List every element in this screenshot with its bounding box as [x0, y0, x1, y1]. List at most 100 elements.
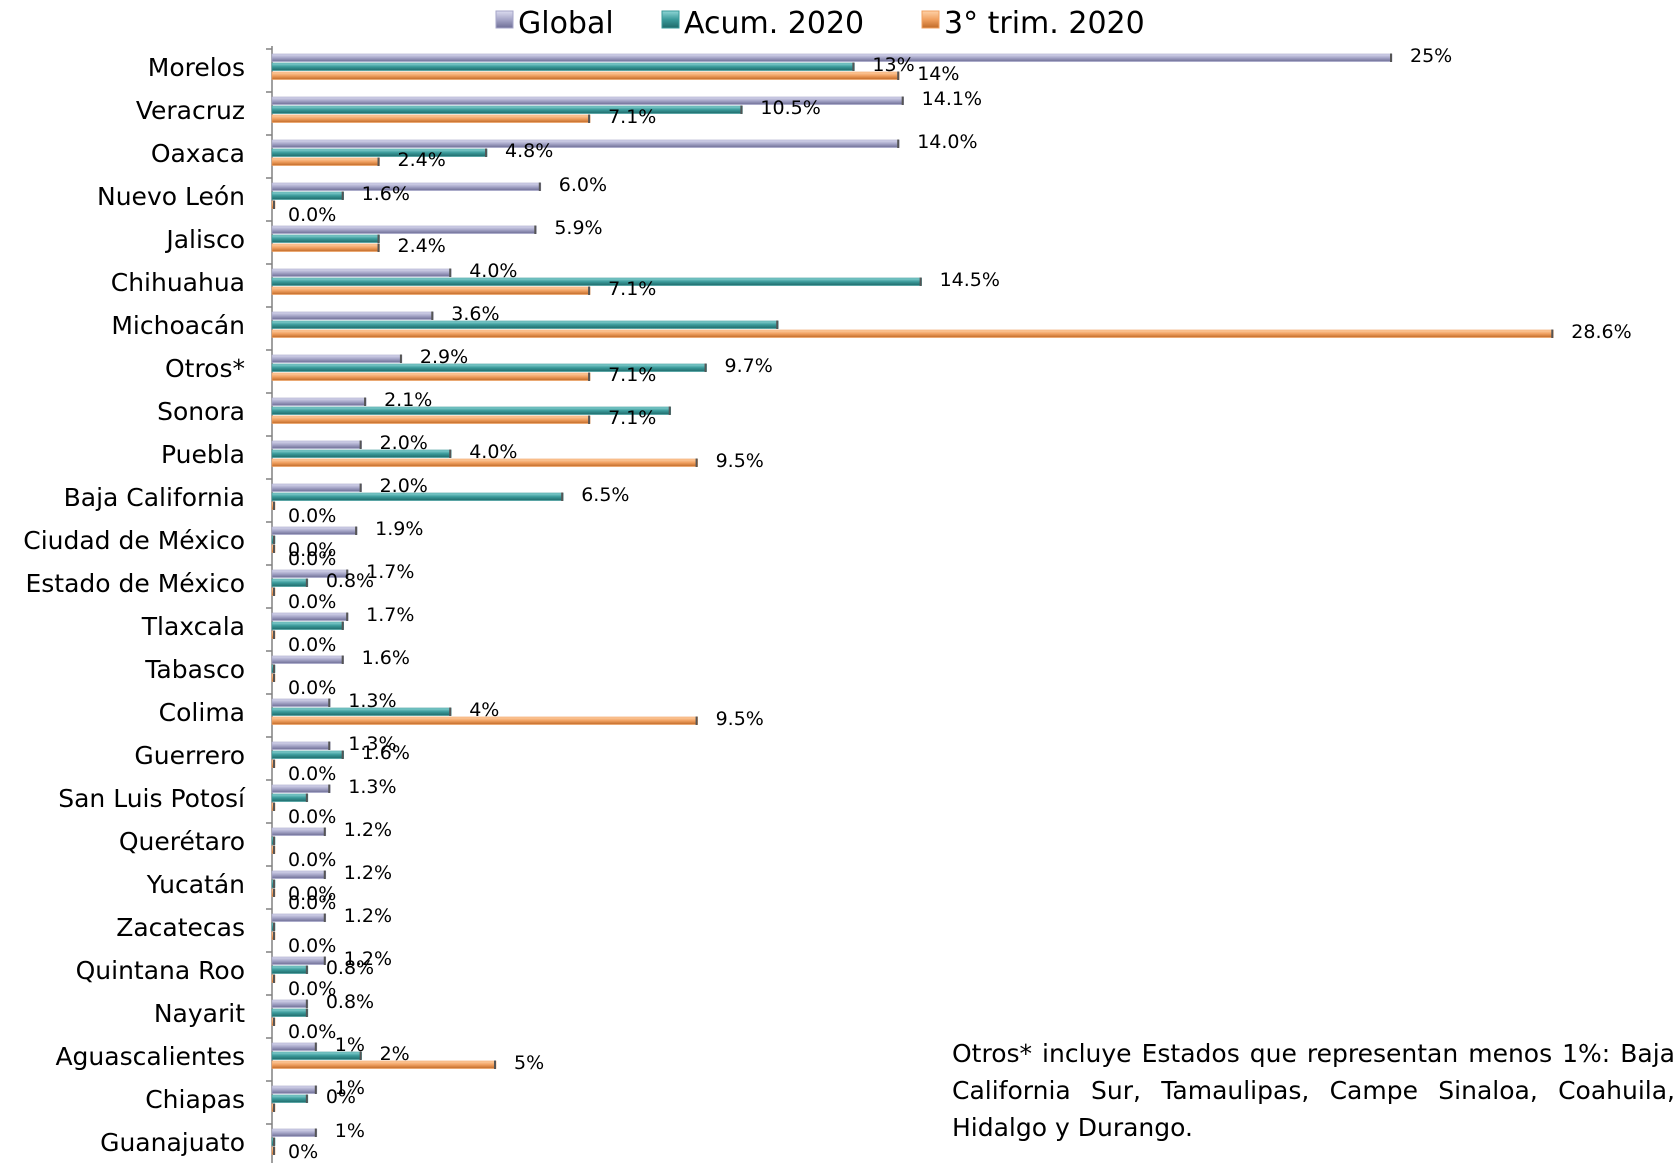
bar-end-acum-2020-guerrero [341, 750, 344, 759]
bar-global-chiapas [271, 1085, 318, 1094]
bar-3-trim-2020-oaxaca [271, 157, 380, 166]
bar-end-3-trim-2020-chihuahua [588, 286, 591, 295]
data-label-global-yucatan: 1.2% [344, 862, 392, 884]
bar-3-trim-2020-michoacan [271, 329, 1554, 338]
bar-global-nayarit [271, 999, 309, 1008]
chart-footnote: Otros* incluye Estados que representan m… [952, 1039, 1675, 1142]
legend-swatch-3-trim-2020 [921, 10, 940, 29]
bar-end-global-chiapas [314, 1085, 317, 1094]
bar-acum-2020-oaxaca [271, 148, 488, 157]
legend-swatch-acum-2020 [661, 10, 680, 29]
data-label-3-trim-2020-michoacan: 28.6% [1571, 321, 1631, 343]
data-label-global-estado-de-mexico: 1.7% [366, 561, 414, 583]
bar-end-3-trim-2020-tlaxcala [273, 630, 275, 639]
data-label-acum-2020-morelos: 13% [872, 54, 914, 76]
data-label-acum-2020-otros: 9.7% [725, 355, 773, 377]
data-label-global-chiapas: 1% [335, 1077, 365, 1099]
bar-global-michoacan [271, 311, 434, 320]
bar-end-acum-2020-aguascalientes [359, 1051, 362, 1060]
bar-global-baja-california [271, 483, 362, 492]
category-label-chihuahua: Chihuahua [111, 268, 245, 297]
bar-end-acum-2020-yucatan [273, 879, 275, 888]
bar-acum-2020-chihuahua [271, 277, 922, 286]
bar-3-trim-2020-otros [271, 372, 591, 381]
bar-end-3-trim-2020-zacatecas [273, 931, 275, 940]
category-label-puebla: Puebla [161, 440, 245, 469]
bar-end-acum-2020-quintana-roo [305, 965, 308, 974]
bar-end-acum-2020-estado-de-mexico [305, 578, 308, 587]
bar-end-acum-2020-michoacan [776, 320, 779, 329]
data-label-global-quintana-roo: 1.2% [344, 948, 392, 970]
bar-acum-2020-san-luis-potosi [271, 793, 309, 802]
bar-end-global-baja-california [359, 483, 362, 492]
bar-acum-2020-nuevo-leon [271, 191, 344, 200]
category-label-zacatecas: Zacatecas [116, 913, 245, 942]
category-label-tabasco: Tabasco [144, 655, 245, 684]
data-label-global-puebla: 2.0% [380, 432, 428, 454]
bar-end-global-nayarit [305, 999, 308, 1008]
data-label-global-colima: 1.3% [348, 690, 396, 712]
bar-end-3-trim-2020-baja-california [273, 501, 275, 510]
bar-end-global-michoacan [431, 311, 434, 320]
bar-global-colima [271, 698, 331, 707]
data-label-global-queretaro: 1.2% [344, 819, 392, 841]
data-label-3-trim-2020-queretaro: 0.0% [288, 849, 336, 871]
data-label-global-baja-california: 2.0% [380, 475, 428, 497]
category-label-ciudad-de-mexico: Ciudad de México [23, 526, 245, 555]
data-label-global-aguascalientes: 1% [335, 1034, 365, 1056]
bar-end-global-morelos [1390, 53, 1392, 62]
bar-global-guanajuato [271, 1128, 318, 1137]
category-label-queretaro: Querétaro [119, 827, 245, 856]
data-label-3-trim-2020-jalisco: 2.4% [398, 235, 446, 257]
category-label-morelos: Morelos [148, 53, 245, 82]
data-label-3-trim-2020-zacatecas: 0.0% [288, 935, 336, 957]
legend-label-global: Global [518, 6, 614, 41]
bar-global-queretaro [271, 827, 327, 836]
bar-end-3-trim-2020-aguascalientes [494, 1060, 496, 1069]
category-label-oaxaca: Oaxaca [151, 139, 245, 168]
data-label-3-trim-2020-morelos: 14% [917, 63, 959, 85]
bar-end-global-guerrero [328, 741, 331, 750]
bar-end-acum-2020-nuevo-leon [341, 191, 344, 200]
data-label-global-sonora: 2.1% [384, 389, 432, 411]
category-labels: Morelos Veracruz Oaxaca Nuevo León Jalisco Ch… [23, 53, 246, 1157]
bars [271, 53, 1554, 1155]
bar-acum-2020-michoacan [271, 320, 779, 329]
y-axis [266, 46, 273, 1163]
bar-end-global-colima [328, 698, 331, 707]
category-label-michoacan: Michoacán [111, 311, 245, 340]
data-label-acum-2020-puebla: 4.0% [469, 441, 517, 463]
data-label-3-trim-2020-tabasco: 0.0% [288, 677, 336, 699]
data-label-acum-2020-yucatan: 0.0% [288, 883, 336, 905]
data-label-acum-2020-chiapas: 0% [326, 1086, 356, 1108]
bar-end-3-trim-2020-guerrero [273, 759, 275, 768]
bar-global-guerrero [271, 741, 331, 750]
bar-end-global-ciudad-de-mexico [355, 526, 358, 535]
bar-end-3-trim-2020-queretaro [273, 845, 275, 854]
data-label-3-trim-2020-quintana-roo: 0.0% [288, 978, 336, 1000]
bar-global-san-luis-potosi [271, 784, 331, 793]
bar-3-trim-2020-veracruz [271, 114, 591, 123]
category-label-baja-california: Baja California [64, 483, 245, 512]
bar-3-trim-2020-chihuahua [271, 286, 591, 295]
category-label-chiapas: Chiapas [145, 1085, 245, 1114]
data-label-3-trim-2020-colima: 9.5% [716, 708, 764, 730]
bar-end-global-veracruz [901, 96, 904, 105]
bar-end-global-puebla [359, 440, 362, 449]
bar-end-3-trim-2020-colima [695, 716, 698, 725]
bar-end-3-trim-2020-puebla [695, 458, 698, 467]
data-label-global-tlaxcala: 1.7% [366, 604, 414, 626]
bar-end-global-zacatecas [323, 913, 326, 922]
bar-acum-2020-tlaxcala [271, 621, 344, 630]
bar-end-global-quintana-roo [323, 956, 326, 965]
data-label-3-trim-2020-guerrero: 0.0% [288, 763, 336, 785]
bar-acum-2020-guerrero [271, 750, 344, 759]
bar-end-acum-2020-morelos [852, 62, 855, 71]
data-label-acum-2020-chihuahua: 14.5% [940, 269, 1000, 291]
data-label-3-trim-2020-sonora: 7.1% [608, 407, 656, 429]
bar-global-tabasco [271, 655, 344, 664]
data-label-3-trim-2020-chihuahua: 7.1% [608, 278, 656, 300]
data-label-3-trim-2020-ciudad-de-mexico: 0.0% [288, 548, 336, 570]
bar-end-3-trim-2020-otros [588, 372, 591, 381]
bar-end-global-aguascalientes [314, 1042, 317, 1051]
